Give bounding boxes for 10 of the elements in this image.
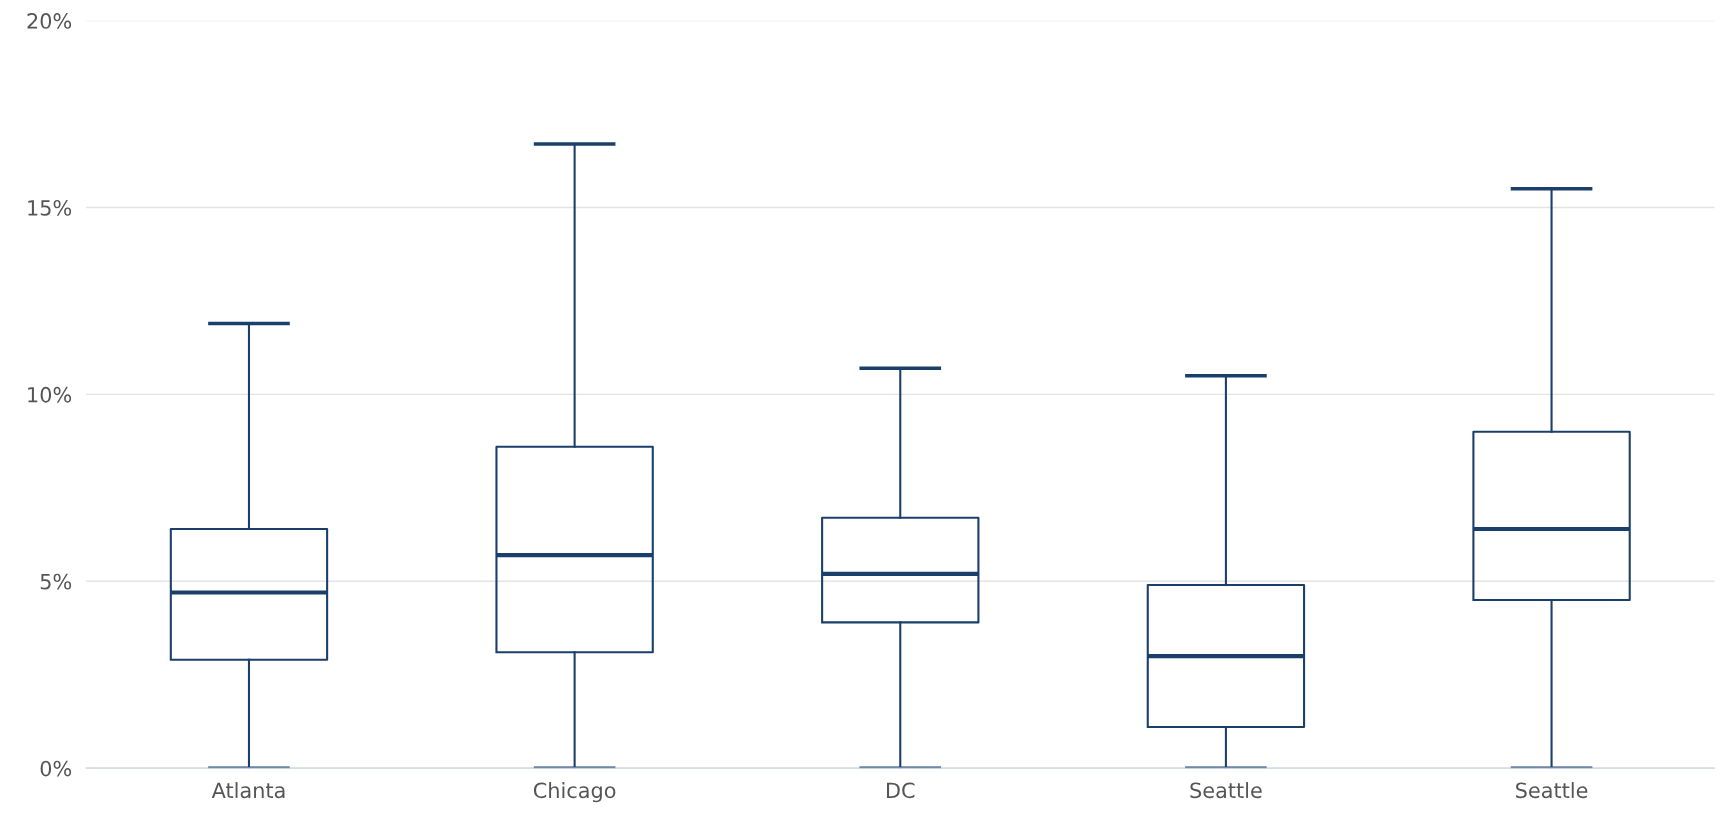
x-tick-label: Seattle — [1516, 782, 1588, 799]
y-tick-label: 15% — [28, 199, 72, 216]
y-tick-label: 5% — [40, 573, 72, 590]
y-tick-label: 0% — [40, 760, 72, 777]
y-tick-label: 20% — [27, 13, 72, 29]
x-tick-label: DC — [887, 782, 915, 799]
x-tick-label: Chicago — [533, 782, 616, 803]
x-tick-label: Seattle — [1190, 782, 1262, 799]
y-tick-label: 10% — [28, 386, 72, 403]
x-tick-label: Atlanta — [211, 782, 285, 799]
